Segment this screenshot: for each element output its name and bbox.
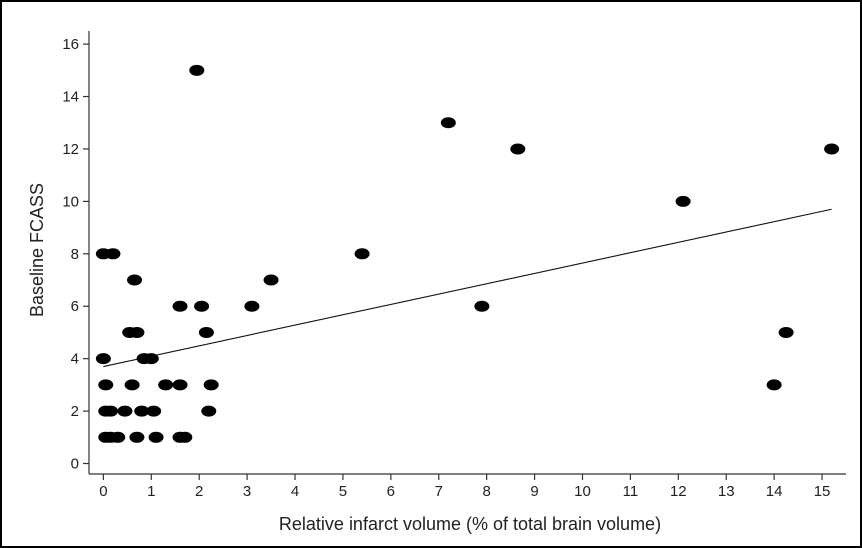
x-tick-label: 13 [718,483,735,500]
x-tick-label: 0 [99,483,107,500]
data-point [189,64,205,76]
y-tick-label: 16 [62,36,79,53]
data-point [263,274,279,286]
x-tick-label: 3 [243,483,251,500]
x-tick-label: 15 [814,483,831,500]
data-point [675,195,691,207]
data-points [95,64,840,443]
y-tick-label: 6 [71,298,79,315]
y-tick-label: 12 [62,141,79,158]
x-tick-label: 4 [291,483,299,500]
x-tick-label: 14 [766,483,783,500]
data-point [127,274,143,286]
data-point [95,353,111,365]
x-tick-label: 2 [195,483,203,500]
data-point [766,379,782,391]
data-point [134,405,150,417]
x-tick-label: 1 [147,483,155,500]
data-point [110,431,126,443]
data-point [198,326,214,338]
data-point [158,379,174,391]
x-tick-label: 7 [435,483,443,500]
x-tick-label: 8 [482,483,490,500]
y-tick-label: 2 [71,403,79,420]
fit-line-group [103,208,832,368]
data-point [117,405,133,417]
x-tick-label: 5 [339,483,347,500]
data-point [510,143,526,155]
x-tick-label: 9 [530,483,538,500]
data-point [124,379,140,391]
data-point [194,300,210,312]
data-point [244,300,260,312]
data-point [146,405,162,417]
y-axis-title: Baseline FCASS [27,183,47,317]
data-point [474,300,490,312]
data-point [105,248,121,260]
y-tick-label: 4 [71,351,79,368]
data-point [172,300,188,312]
data-point [148,431,164,443]
x-tick-label: 10 [574,483,591,500]
y-tick-label: 0 [71,456,79,473]
data-point [203,379,219,391]
data-point [129,326,145,338]
data-point [103,405,119,417]
data-point [143,353,159,365]
data-point [354,248,370,260]
data-point [177,431,193,443]
data-point [201,405,217,417]
y-tick-label: 10 [62,193,79,210]
y-tick-label: 14 [62,89,79,106]
y-tick-label: 8 [71,246,79,263]
x-tick-label: 6 [387,483,395,500]
data-point [172,379,188,391]
data-point [98,379,114,391]
x-tick-label: 11 [623,483,639,500]
data-point [440,117,456,129]
data-point [129,431,145,443]
x-tick-label: 12 [670,483,687,500]
data-point [778,326,794,338]
data-point [824,143,840,155]
regression-line [103,208,832,368]
x-axis-title: Relative infarct volume (% of total brai… [279,514,661,534]
